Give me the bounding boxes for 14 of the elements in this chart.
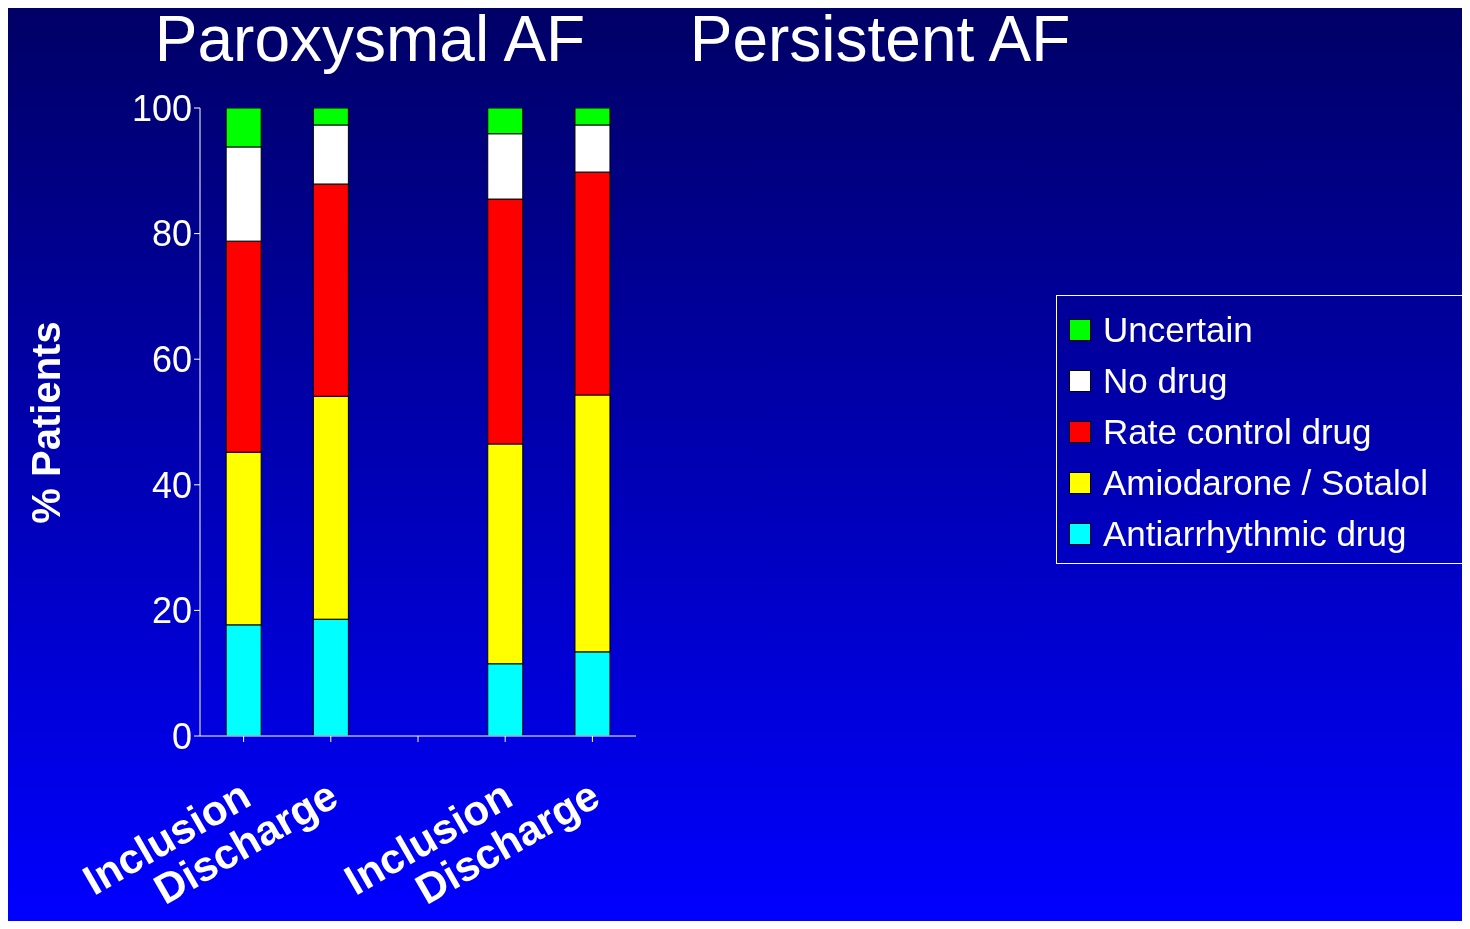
y-tick-label: 40 — [151, 464, 192, 506]
y-tick-label: 100 — [131, 87, 192, 129]
legend-label: Amiodarone / Sotalol — [1103, 462, 1428, 503]
y-tick-label: 60 — [151, 338, 192, 380]
legend-label: No drug — [1103, 360, 1228, 401]
text: Persistent AF — [689, 3, 1071, 75]
legend-label: Rate control drug — [1103, 411, 1372, 452]
legend-label: Uncertain — [1103, 309, 1253, 350]
y-axis-title: % Patients — [23, 320, 69, 524]
text: Paroxysmal AF — [153, 2, 587, 76]
y-tick-label: 20 — [151, 590, 192, 632]
y-tick-label: 80 — [151, 213, 192, 255]
y-tick-label: 0 — [171, 715, 192, 757]
legend-label: Antiarrhythmic drug — [1103, 513, 1407, 554]
